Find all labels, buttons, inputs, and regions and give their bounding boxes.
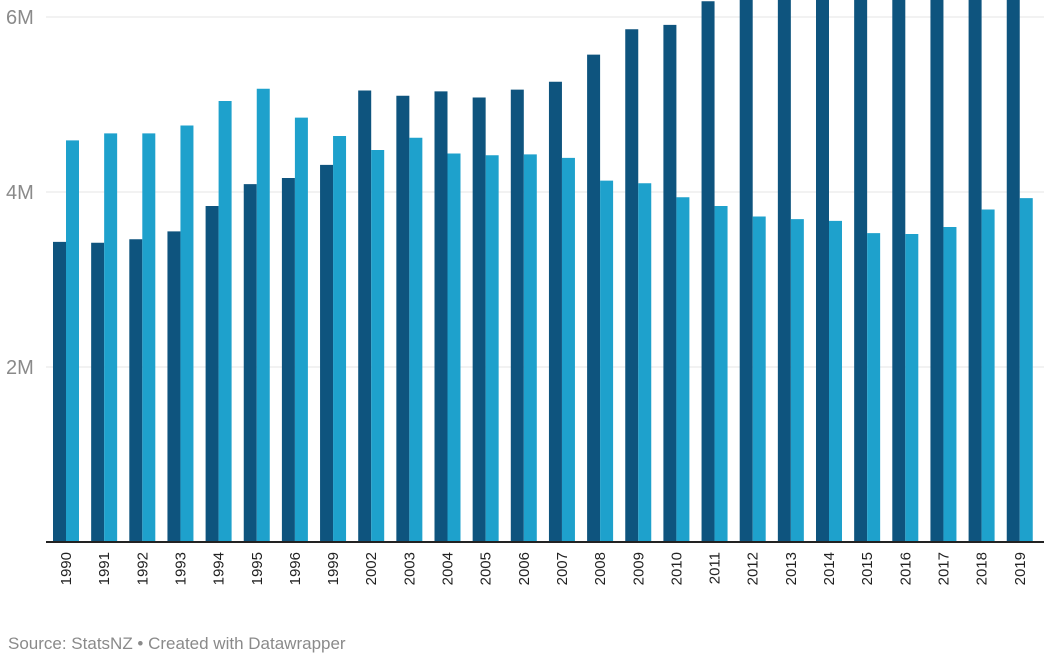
bar-1993-series-1 [167, 231, 181, 543]
bar-2016-series-2 [905, 234, 919, 542]
bar-1991-series-2 [104, 133, 118, 543]
bar-2005-series-1 [472, 97, 486, 542]
bar-2012-series-2 [752, 216, 766, 542]
bar-2014-series-2 [829, 220, 842, 543]
bar-2004-series-2 [447, 153, 461, 542]
bar-2002-series-2 [371, 150, 385, 542]
x-tick-label-2006: 2006 [516, 552, 533, 585]
bar-2003-series-2 [409, 137, 423, 542]
bar-2010-series-2 [676, 197, 690, 542]
x-tick-label-1993: 1993 [172, 552, 189, 585]
bar-2009-series-1 [625, 29, 639, 542]
x-tick-label-1999: 1999 [325, 552, 342, 585]
bar-1990-series-2 [66, 140, 79, 543]
bar-1994-series-1 [205, 206, 219, 542]
x-tick-label-2018: 2018 [974, 552, 991, 585]
bar-2006-series-2 [523, 154, 537, 543]
y-tick-label: 4M [6, 182, 34, 204]
bar-2003-series-1 [396, 95, 410, 542]
bar-1993-series-2 [180, 125, 194, 542]
bar-2007-series-2 [561, 157, 575, 543]
bar-2004-series-1 [434, 91, 448, 543]
x-tick-label-2016: 2016 [897, 552, 914, 585]
x-tick-label-2011: 2011 [707, 552, 724, 584]
bar-2018-series-1 [968, 0, 982, 542]
x-tick-label-2010: 2010 [668, 552, 685, 585]
x-tick-label-2004: 2004 [440, 552, 457, 585]
bar-1996-series-1 [281, 178, 295, 542]
y-tick-label: 6M [6, 7, 34, 29]
bar-2013-series-2 [790, 219, 804, 543]
bar-2008-series-2 [600, 180, 614, 543]
x-tick-label-2013: 2013 [783, 552, 800, 585]
x-tick-label-2014: 2014 [821, 552, 838, 585]
bar-1999-series-2 [333, 136, 347, 542]
bar-2016-series-1 [892, 0, 906, 542]
bar-1990-series-1 [53, 241, 66, 543]
bar-1996-series-2 [294, 117, 308, 542]
x-tick-label-2003: 2003 [401, 552, 418, 585]
bar-1992-series-1 [129, 239, 143, 542]
bar-1991-series-1 [91, 242, 105, 542]
bar-2017-series-2 [943, 227, 957, 542]
bar-2014-series-1 [816, 0, 829, 542]
x-tick-label-2002: 2002 [363, 552, 380, 585]
x-tick-label-2009: 2009 [630, 552, 647, 585]
x-tick-label-1994: 1994 [211, 552, 228, 585]
bar-1995-series-2 [256, 88, 270, 542]
source-note: Source: StatsNZ • Created with Datawrapp… [8, 634, 346, 653]
x-tick-label-1990: 1990 [58, 552, 75, 585]
x-tick-label-1991: 1991 [96, 552, 113, 585]
x-tick-label-1992: 1992 [134, 552, 151, 585]
x-tick-label-2015: 2015 [859, 552, 876, 585]
bar-2015-series-1 [854, 0, 868, 542]
bar-2012-series-1 [739, 0, 753, 542]
bar-1994-series-2 [218, 101, 232, 542]
x-tick-label-2007: 2007 [554, 552, 571, 585]
bar-2008-series-1 [587, 54, 601, 543]
x-tick-label-1996: 1996 [287, 552, 304, 585]
x-tick-label-2017: 2017 [935, 552, 952, 585]
x-tick-label-2005: 2005 [478, 552, 495, 585]
bar-1995-series-1 [243, 184, 257, 543]
x-tick-label-2008: 2008 [592, 552, 609, 585]
bar-2002-series-1 [358, 90, 372, 542]
bar-2015-series-2 [867, 233, 881, 543]
bar-2005-series-2 [485, 155, 499, 542]
bar-2019-series-1 [1006, 0, 1020, 542]
bar-2019-series-2 [1019, 198, 1033, 543]
bar-2011-series-1 [701, 1, 715, 542]
y-tick-label: 2M [6, 357, 34, 379]
x-tick-label-2019: 2019 [1012, 552, 1029, 585]
bar-2011-series-2 [714, 206, 728, 542]
bar-2013-series-1 [777, 0, 791, 542]
x-tick-label-2012: 2012 [745, 552, 762, 585]
bar-2017-series-1 [930, 0, 944, 542]
bar-2018-series-2 [981, 209, 995, 542]
x-tick-label-1995: 1995 [249, 552, 266, 585]
bar-2007-series-1 [548, 81, 562, 542]
bar-1999-series-1 [320, 164, 334, 542]
bar-1992-series-2 [142, 133, 156, 543]
bar-2010-series-1 [663, 24, 677, 543]
bar-2006-series-1 [510, 89, 524, 543]
bar-2009-series-2 [638, 183, 652, 542]
